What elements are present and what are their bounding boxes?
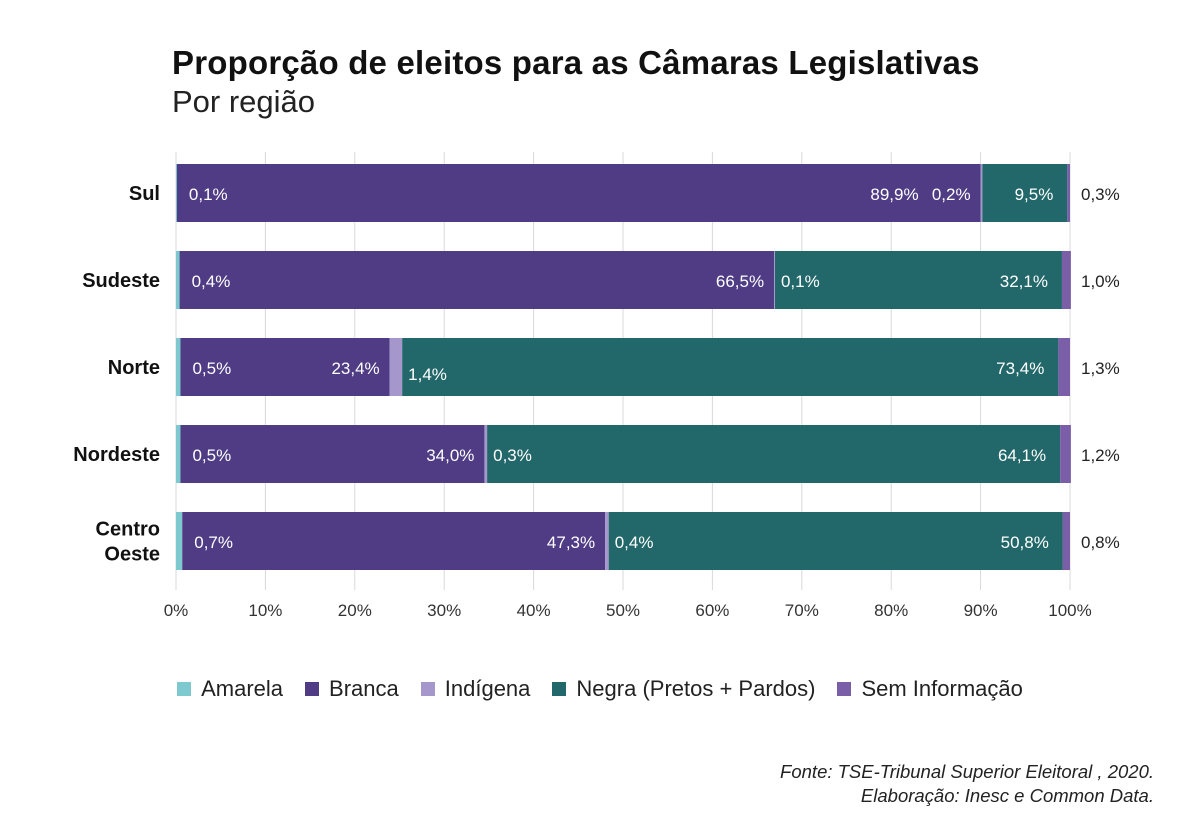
data-label: 0,4% [615,533,654,552]
data-label: 47,3% [547,533,595,552]
legend-swatch-indigena [420,682,435,696]
data-label: 23,4% [331,359,379,378]
data-label: 34,0% [426,446,474,465]
bar-segment [605,512,609,570]
x-tick-label: 90% [964,601,998,620]
legend-swatch-branca [305,682,320,696]
bar-segment [774,251,775,309]
data-label: 9,5% [1015,185,1054,204]
legend-swatch-sem-informacao [837,682,852,696]
x-tick-label: 70% [785,601,819,620]
chart-title: Proporção de eleitos para as Câmaras Leg… [172,44,980,81]
bar-segment [1061,251,1071,309]
x-tick-label: 80% [874,601,908,620]
bar-segment [608,512,1063,570]
legend-label-sem-informacao: Sem Informação [861,676,1023,701]
bar-segment [180,338,390,396]
bar-segment [176,251,180,309]
data-label: 0,5% [192,359,231,378]
bar-segment [1058,338,1070,396]
legend-item-amarela: Amarela [177,676,283,702]
bar-segment [982,164,1068,222]
bar-segment [487,425,1061,483]
legend-item-sem-informacao: Sem Informação [837,676,1023,702]
category-label: Oeste [104,544,160,566]
x-tick-label: 10% [248,601,282,620]
bar-segment [389,338,403,396]
data-label: 0,3% [1081,185,1120,204]
bar-segment [484,425,488,483]
data-label: 1,3% [1081,359,1120,378]
bar-segment [182,512,606,570]
legend-item-indigena: Indígena [420,676,531,702]
x-tick-label: 40% [517,601,551,620]
x-tick-label: 0% [164,601,189,620]
data-label: 0,7% [194,533,233,552]
bar-segment [176,425,181,483]
data-label: 1,2% [1081,446,1120,465]
data-label: 1,4% [408,365,447,384]
legend-label-amarela: Amarela [201,676,284,701]
data-label: 0,5% [192,446,231,465]
bar-segment [1062,512,1070,570]
bar-segment [176,164,177,222]
legend-item-negra: Negra (Pretos + Pardos) [552,676,815,702]
x-tick-label: 50% [606,601,640,620]
chart-subtitle: Por região [172,84,316,119]
bar-segment [774,251,1062,309]
x-tick-label: 20% [338,601,372,620]
data-label: 73,4% [996,359,1044,378]
legend-swatch-amarela [177,682,192,696]
category-label: Centro [96,519,160,541]
data-label: 64,1% [998,446,1046,465]
data-label: 0,1% [189,185,228,204]
x-tick-label: 30% [427,601,461,620]
data-label: 32,1% [1000,272,1048,291]
legend-swatch-negra [552,682,567,696]
bar-segment [176,338,181,396]
data-label: 89,9% [870,185,918,204]
legend-label-negra: Negra (Pretos + Pardos) [576,676,816,701]
source-line-2: Elaboração: Inesc e Common Data. [860,785,1154,806]
data-label: 50,8% [1001,533,1049,552]
bar-segment [179,251,775,309]
category-label: Norte [108,357,160,379]
legend-label-indigena: Indígena [444,676,531,701]
data-label: 1,0% [1081,272,1120,291]
category-label: Sul [129,183,160,205]
source-line-1: Fonte: TSE-Tribunal Superior Eleitoral ,… [780,761,1154,782]
data-label: 0,2% [932,185,971,204]
category-label: Nordeste [73,444,160,466]
legend: Amarela Branca Indígena Negra (Pretos + … [0,676,1200,702]
source-note: Fonte: TSE-Tribunal Superior Eleitoral ,… [780,760,1154,808]
x-tick-label: 60% [695,601,729,620]
bar-segment [180,425,485,483]
bar-segment [980,164,983,222]
bar-segment [176,512,183,570]
data-label: 0,4% [192,272,231,291]
bar-segment [1067,164,1070,222]
x-tick-label: 100% [1048,601,1091,620]
data-label: 0,1% [781,272,820,291]
data-label: 0,3% [493,446,532,465]
data-label: 0,8% [1081,533,1120,552]
data-label: 66,5% [716,272,764,291]
bar-segment [1060,425,1071,483]
legend-label-branca: Branca [329,676,399,701]
bar-segment [402,338,1059,396]
category-label: Sudeste [82,270,160,292]
legend-item-branca: Branca [305,676,399,702]
bar-segment [176,164,981,222]
